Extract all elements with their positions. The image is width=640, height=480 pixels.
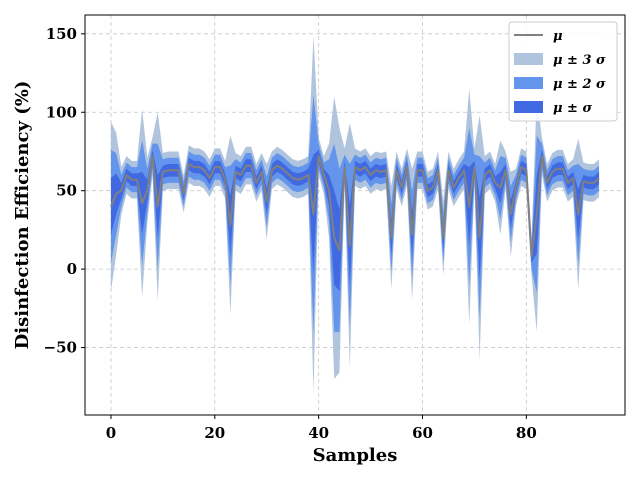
y-axis-label: Disinfection Efficiency (%) bbox=[12, 81, 33, 350]
x-tick-label: 60 bbox=[412, 424, 433, 442]
mean-line bbox=[110, 155, 600, 258]
y-tick-label: 100 bbox=[46, 103, 77, 121]
band-2-sigma bbox=[110, 95, 600, 334]
y-axis-ticks: −50 0 50 100 150 bbox=[44, 25, 85, 357]
legend-label: μ ± σ bbox=[553, 101, 592, 116]
y-tick-label: −50 bbox=[44, 339, 77, 357]
legend-label: μ bbox=[553, 29, 563, 44]
legend-swatch-band1 bbox=[514, 101, 543, 113]
band-3-sigma-area bbox=[110, 35, 600, 394]
legend: μ μ ± 3 σ μ ± 2 σ μ ± σ bbox=[508, 21, 618, 122]
y-tick-label: 50 bbox=[56, 182, 77, 200]
legend-items: μ μ ± 3 σ μ ± 2 σ μ ± σ bbox=[514, 29, 606, 116]
band-1-sigma-area bbox=[110, 149, 600, 292]
band-2-sigma-area bbox=[110, 95, 600, 334]
y-tick-label: 150 bbox=[46, 25, 77, 43]
y-tick-label: 0 bbox=[67, 260, 77, 278]
band-3-sigma bbox=[110, 35, 600, 394]
band-1-sigma bbox=[110, 149, 600, 292]
legend-label: μ ± 2 σ bbox=[553, 77, 606, 92]
x-axis-label: Samples bbox=[313, 445, 398, 466]
x-tick-label: 40 bbox=[308, 424, 329, 442]
x-axis-ticks: 0 20 40 60 80 bbox=[106, 415, 537, 442]
legend-box bbox=[508, 21, 618, 122]
legend-swatch-band3 bbox=[514, 53, 543, 65]
x-tick-label: 80 bbox=[516, 424, 537, 442]
mean-series-line bbox=[110, 155, 600, 258]
x-tick-label: 20 bbox=[204, 424, 225, 442]
plot-frame bbox=[84, 14, 626, 416]
legend-swatch-band2 bbox=[514, 77, 543, 89]
x-tick-label: 0 bbox=[106, 424, 116, 442]
legend-label: μ ± 3 σ bbox=[553, 53, 606, 68]
